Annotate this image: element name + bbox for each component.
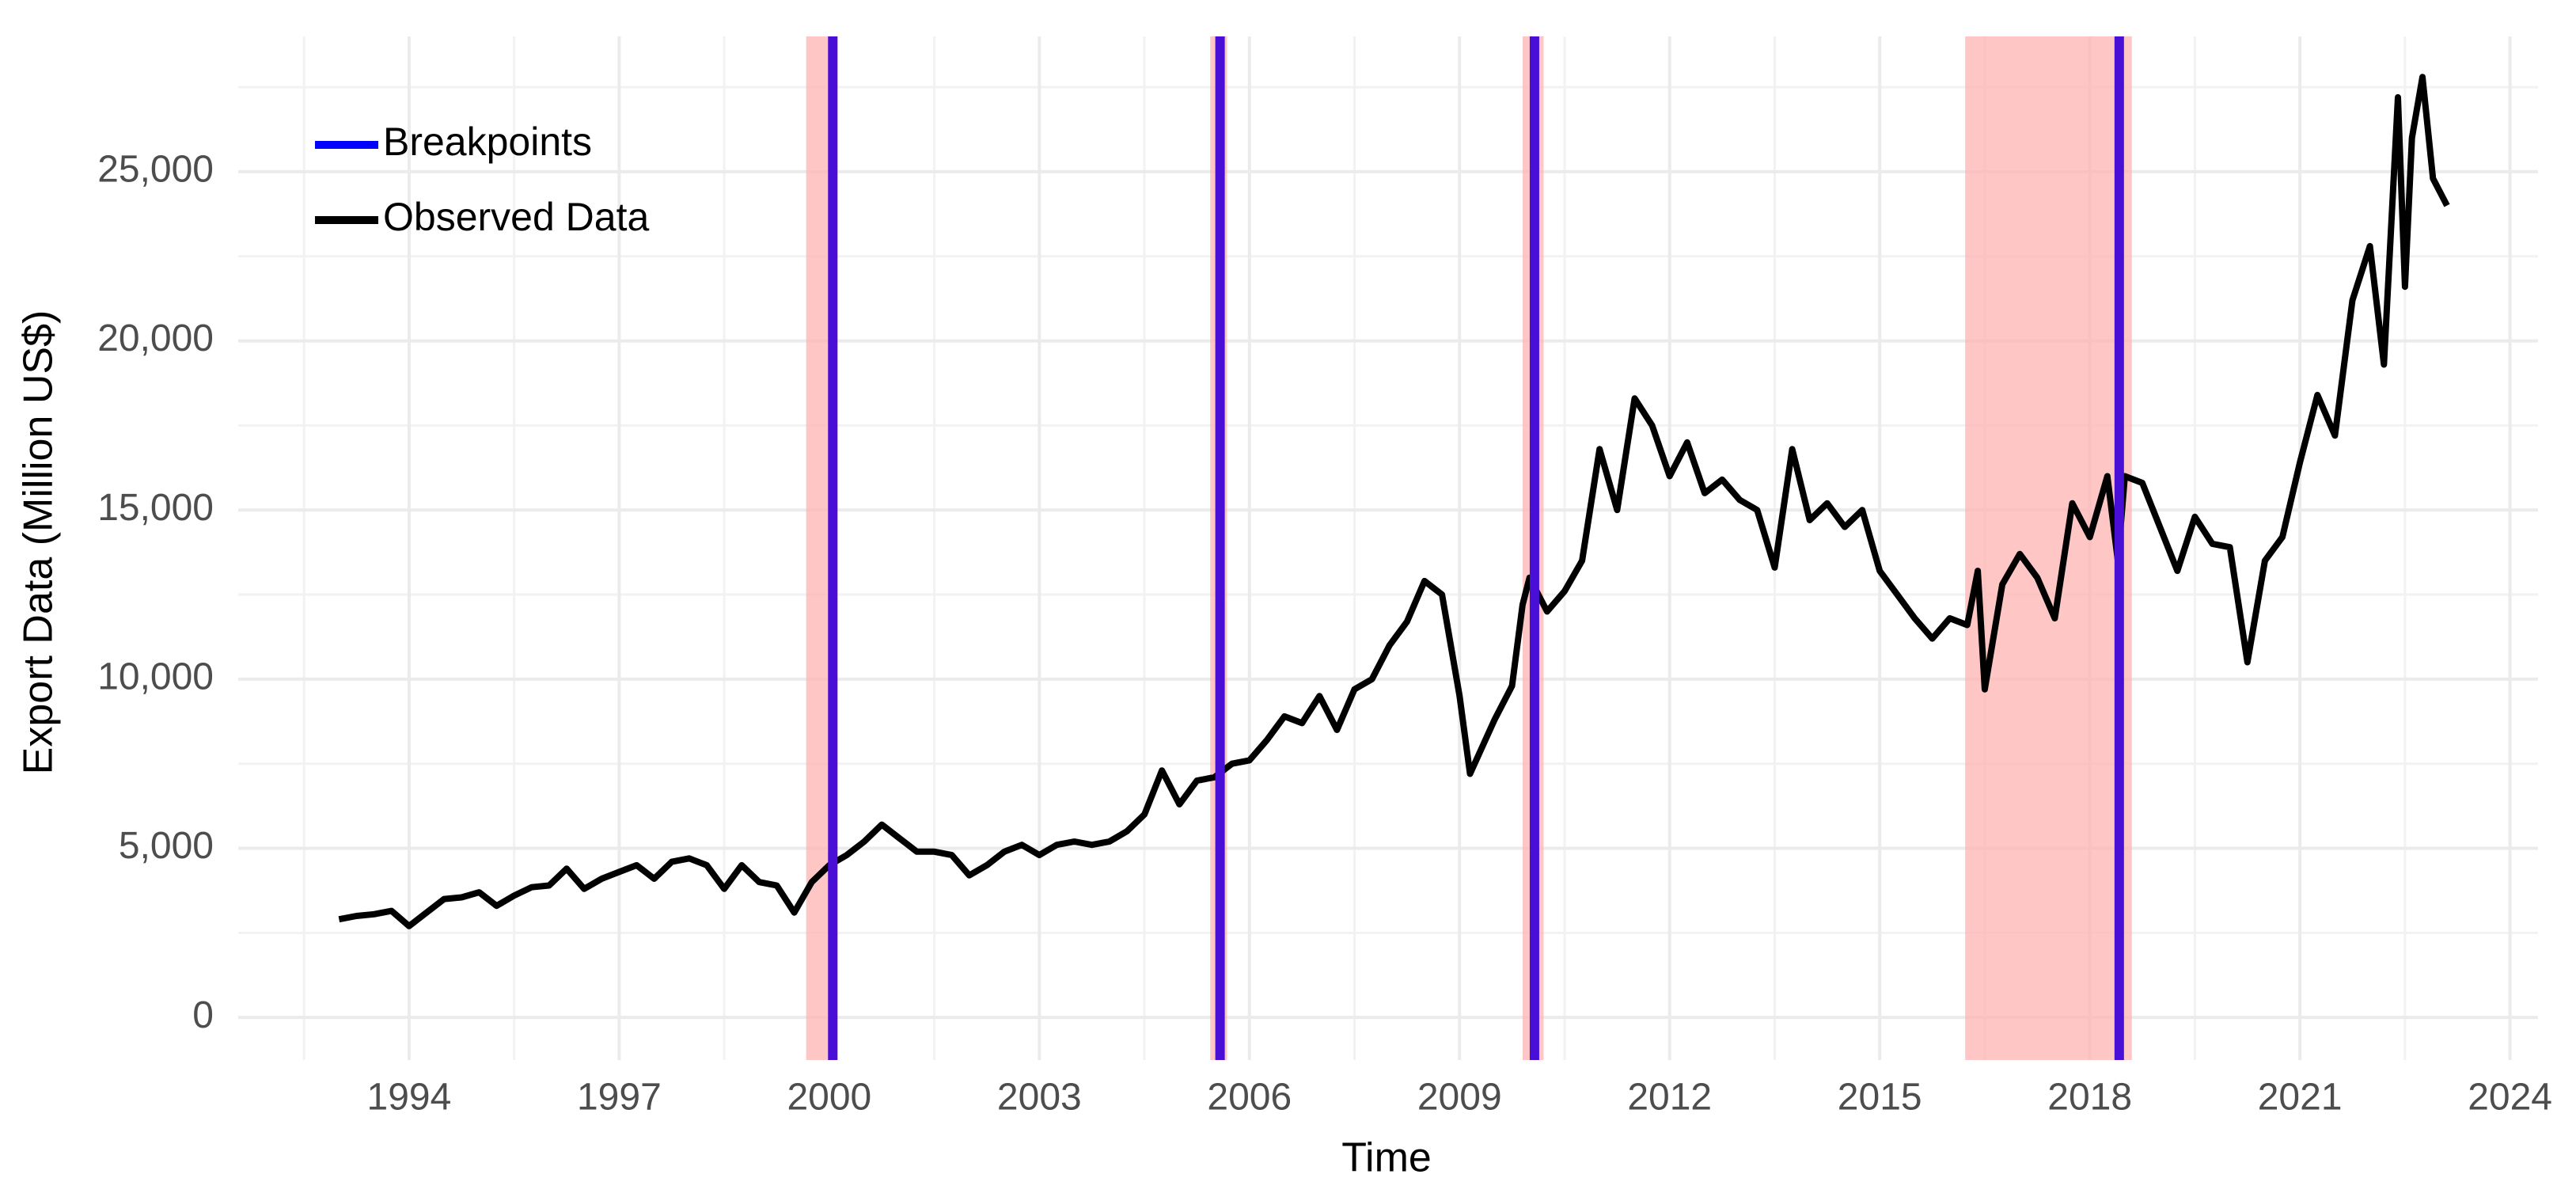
- y-tick-label: 5,000: [119, 825, 214, 867]
- x-axis-title: Time: [1341, 1135, 1432, 1181]
- legend-label: Observed Data: [383, 195, 649, 239]
- y-axis-title: Export Data (Million US$): [16, 310, 62, 775]
- x-tick-label: 2021: [2258, 1077, 2343, 1119]
- x-tick-label: 2018: [2047, 1077, 2132, 1119]
- x-tick-label: 2006: [1207, 1077, 1292, 1119]
- x-tick-label: 2009: [1417, 1077, 1502, 1119]
- y-tick-label: 10,000: [97, 656, 214, 698]
- data-line: [338, 74, 2450, 929]
- x-tick-label: 2003: [997, 1077, 1082, 1119]
- x-tick-label: 1997: [577, 1077, 662, 1119]
- legend: Breakpoints Observed Data: [315, 120, 649, 239]
- x-tick-label: 2024: [2468, 1077, 2552, 1119]
- y-tick-label: 20,000: [97, 317, 214, 359]
- y-tick-label: 15,000: [97, 487, 214, 529]
- x-tick-label: 1994: [367, 1077, 452, 1119]
- y-tick-label: 25,000: [97, 149, 214, 191]
- x-tick-label: 2000: [787, 1077, 871, 1119]
- x-tick-label: 2012: [1627, 1077, 1712, 1119]
- grid: [238, 36, 2538, 1060]
- y-tick-label: 0: [192, 994, 214, 1036]
- x-tick-label: 2015: [1838, 1077, 1922, 1119]
- legend-label: Breakpoints: [383, 120, 592, 164]
- confidence-interval: [1965, 36, 2132, 1060]
